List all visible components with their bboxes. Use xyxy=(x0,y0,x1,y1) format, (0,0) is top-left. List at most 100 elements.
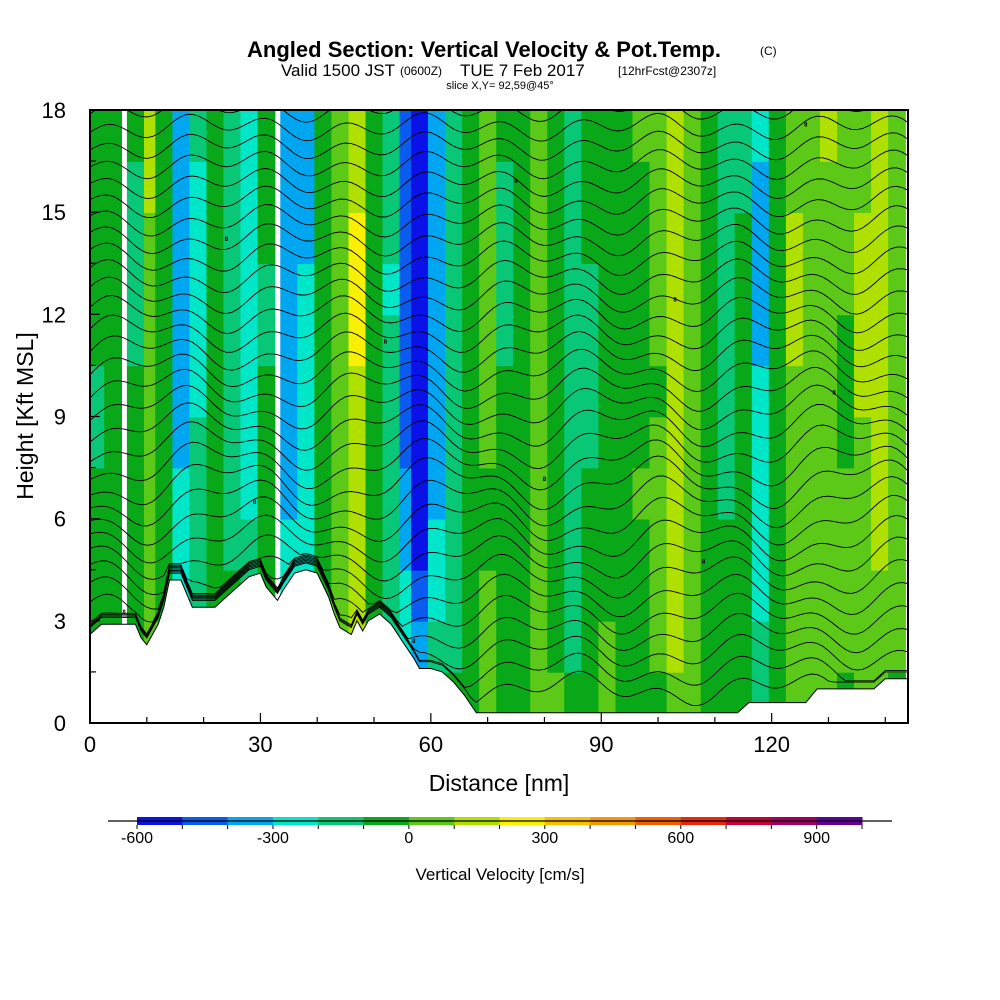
velocity-cell xyxy=(785,467,804,520)
velocity-cell xyxy=(462,518,480,571)
velocity-cell xyxy=(382,263,401,316)
velocity-cell xyxy=(837,263,855,316)
velocity-cell xyxy=(837,416,855,469)
velocity-cell xyxy=(717,416,736,469)
velocity-cell xyxy=(547,416,566,469)
velocity-cell xyxy=(297,161,316,213)
isentrope-label: 8 xyxy=(514,179,518,185)
velocity-cell xyxy=(348,263,367,316)
velocity-cell xyxy=(206,212,225,265)
velocity-cell xyxy=(734,161,753,213)
isentrope-line xyxy=(90,149,908,180)
velocity-cell xyxy=(581,314,600,367)
velocity-cell xyxy=(257,212,276,265)
colorbar-label: Vertical Velocity [cm/s] xyxy=(415,865,584,884)
velocity-cell xyxy=(513,620,531,673)
velocity-cell xyxy=(871,314,889,367)
velocity-cell xyxy=(189,212,208,265)
velocity-cell xyxy=(717,518,736,571)
x-tick-label: 90 xyxy=(589,732,613,757)
velocity-cell xyxy=(257,314,276,367)
velocity-cell xyxy=(615,569,634,622)
velocity-cell xyxy=(496,161,514,213)
velocity-cell xyxy=(411,161,429,213)
isentrope-line xyxy=(90,204,908,238)
velocity-cell xyxy=(802,416,821,469)
velocity-cell xyxy=(126,467,145,520)
velocity-cell xyxy=(598,467,617,520)
velocity-cell xyxy=(871,212,889,265)
velocity-cell xyxy=(189,263,208,316)
velocity-cell xyxy=(104,263,122,316)
velocity-cell xyxy=(785,569,804,622)
velocity-cell xyxy=(257,416,276,469)
x-tick-label: 0 xyxy=(84,732,96,757)
velocity-cell xyxy=(479,110,497,162)
velocity-cell xyxy=(297,467,316,520)
velocity-cell xyxy=(280,263,299,316)
velocity-cell xyxy=(666,110,685,162)
velocity-cell xyxy=(683,620,702,673)
velocity-cell xyxy=(564,671,583,723)
velocity-cell xyxy=(666,212,685,265)
isentrope-line xyxy=(90,420,908,471)
velocity-cell xyxy=(104,569,122,622)
velocity-cell xyxy=(445,518,463,571)
velocity-cell xyxy=(530,671,548,723)
velocity-cell xyxy=(871,518,889,571)
velocity-cell xyxy=(547,671,566,723)
velocity-cell xyxy=(90,518,105,571)
velocity-cell xyxy=(666,365,685,418)
velocity-cell xyxy=(802,467,821,520)
velocity-cell xyxy=(348,467,367,520)
isentrope-label: 8 xyxy=(702,559,706,565)
velocity-cell xyxy=(479,518,497,571)
velocity-cell xyxy=(802,161,821,213)
isentrope-line xyxy=(90,455,908,511)
velocity-cell xyxy=(734,467,753,520)
velocity-cell xyxy=(479,620,497,673)
velocity-cell xyxy=(666,569,685,622)
velocity-cell xyxy=(598,314,617,367)
velocity-cell xyxy=(479,416,497,469)
velocity-cell xyxy=(365,467,384,520)
velocity-cell xyxy=(802,263,821,316)
velocity-cell xyxy=(785,416,804,469)
velocity-cell xyxy=(445,212,463,265)
velocity-cell xyxy=(632,212,651,265)
x-tick-label: 60 xyxy=(419,732,443,757)
velocity-cell xyxy=(365,518,384,571)
velocity-cell xyxy=(513,263,531,316)
velocity-cell xyxy=(445,569,463,622)
isentrope-label: 8 xyxy=(412,639,416,645)
velocity-cell xyxy=(751,212,770,265)
velocity-cell xyxy=(717,365,736,418)
velocity-cell xyxy=(564,467,583,520)
velocity-cell xyxy=(530,467,548,520)
isentrope-label: 8 xyxy=(253,500,257,506)
velocity-cell xyxy=(734,263,753,316)
velocity-cell xyxy=(564,416,583,469)
isentrope-line xyxy=(90,366,908,412)
velocity-cell xyxy=(348,416,367,469)
velocity-cell xyxy=(189,365,208,418)
velocity-cell xyxy=(768,161,787,213)
velocity-cell xyxy=(837,467,855,520)
velocity-cell xyxy=(768,314,787,367)
velocity-cell xyxy=(734,212,753,265)
velocity-cell xyxy=(666,263,685,316)
velocity-cell xyxy=(479,161,497,213)
velocity-cell xyxy=(428,467,446,520)
velocity-cell xyxy=(189,161,208,213)
velocity-cell xyxy=(280,314,299,367)
velocity-cell xyxy=(411,365,429,418)
velocity-cell xyxy=(348,314,367,367)
velocity-cell xyxy=(581,467,600,520)
velocity-cell xyxy=(331,416,350,469)
velocity-cell xyxy=(530,620,548,673)
velocity-cell xyxy=(598,110,617,162)
velocity-cell xyxy=(768,416,787,469)
velocity-cell xyxy=(717,110,736,162)
velocity-cell xyxy=(547,365,566,418)
